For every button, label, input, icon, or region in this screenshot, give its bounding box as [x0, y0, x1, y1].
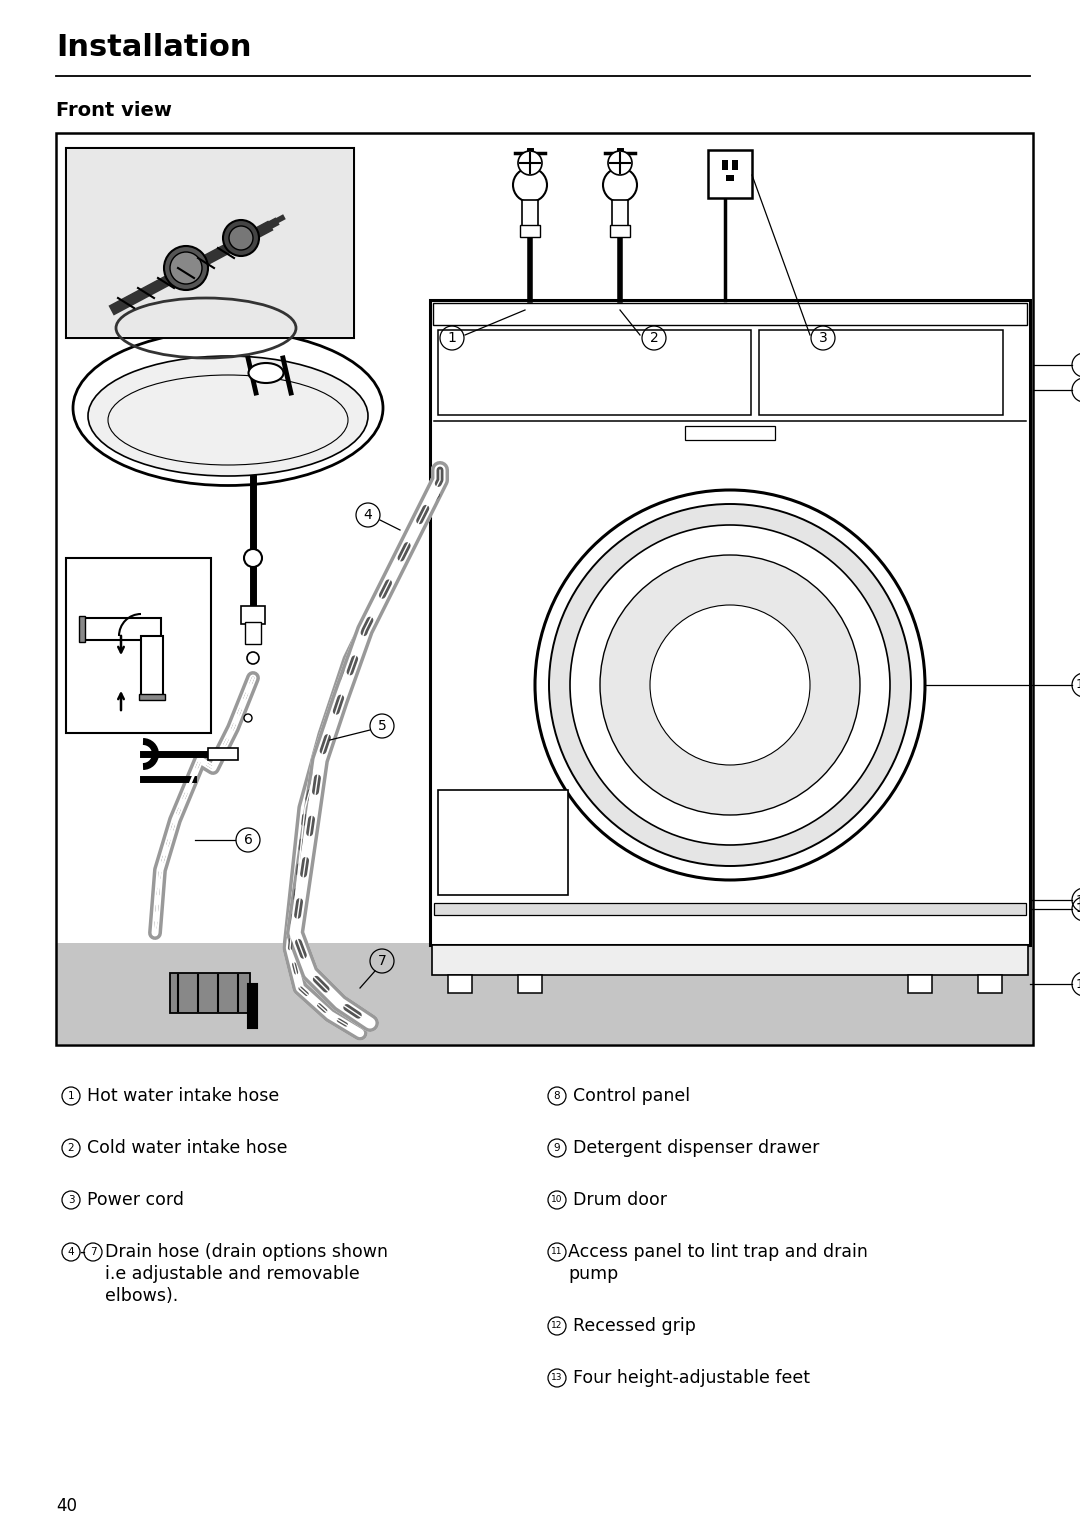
Bar — [522, 200, 538, 229]
Bar — [241, 605, 265, 624]
Bar — [66, 558, 211, 732]
Text: 5: 5 — [378, 719, 387, 732]
Text: 12: 12 — [1076, 902, 1080, 916]
Bar — [438, 790, 568, 894]
Circle shape — [244, 549, 262, 567]
Text: 3: 3 — [68, 1196, 75, 1205]
Text: 7: 7 — [378, 954, 387, 968]
Bar — [612, 200, 627, 229]
Circle shape — [229, 226, 253, 251]
Bar — [434, 904, 1026, 914]
Text: 2: 2 — [68, 1144, 75, 1153]
Circle shape — [608, 151, 632, 174]
Text: 40: 40 — [56, 1497, 77, 1515]
Circle shape — [513, 168, 546, 202]
Circle shape — [570, 524, 890, 846]
Text: Front view: Front view — [56, 101, 172, 119]
Circle shape — [549, 505, 912, 865]
Text: Hot water intake hose: Hot water intake hose — [87, 1087, 280, 1105]
Circle shape — [650, 605, 810, 764]
Circle shape — [535, 489, 924, 881]
Bar — [432, 945, 1028, 976]
Text: Installation: Installation — [56, 34, 252, 63]
Text: 11: 11 — [551, 1248, 563, 1257]
Ellipse shape — [73, 330, 383, 486]
Bar — [141, 636, 163, 696]
Bar — [519, 225, 540, 237]
Text: 4: 4 — [68, 1248, 75, 1257]
Bar — [430, 300, 1030, 945]
Circle shape — [518, 151, 542, 174]
Text: Access panel to lint trap and drain: Access panel to lint trap and drain — [568, 1243, 868, 1261]
Text: 6: 6 — [244, 833, 253, 847]
Text: -: - — [79, 1243, 85, 1261]
Text: Power cord: Power cord — [87, 1191, 184, 1209]
Text: 11: 11 — [1076, 893, 1080, 907]
Circle shape — [170, 252, 202, 284]
Text: Four height-adjustable feet: Four height-adjustable feet — [573, 1368, 810, 1387]
Bar — [723, 161, 728, 170]
Bar — [732, 161, 738, 170]
Circle shape — [164, 246, 208, 291]
Bar — [978, 976, 1002, 992]
Bar — [438, 330, 752, 414]
Bar — [208, 748, 238, 760]
Circle shape — [244, 714, 252, 722]
Bar — [610, 225, 630, 237]
Bar — [56, 133, 1032, 1044]
Text: 13: 13 — [1076, 977, 1080, 991]
Text: 9: 9 — [554, 1144, 561, 1153]
Circle shape — [222, 220, 259, 255]
Text: Detergent dispenser drawer: Detergent dispenser drawer — [573, 1139, 820, 1157]
Bar — [708, 150, 752, 197]
Text: Drain hose (drain options shown: Drain hose (drain options shown — [105, 1243, 388, 1261]
Text: Recessed grip: Recessed grip — [573, 1316, 696, 1335]
Text: 12: 12 — [551, 1321, 563, 1330]
Bar — [448, 976, 472, 992]
Bar — [57, 943, 1032, 1044]
Bar — [67, 148, 353, 336]
Text: 1: 1 — [68, 1092, 75, 1101]
Bar — [79, 616, 85, 642]
Text: 2: 2 — [650, 330, 659, 346]
Ellipse shape — [248, 362, 283, 382]
Bar — [518, 976, 542, 992]
Circle shape — [247, 651, 259, 664]
Text: Control panel: Control panel — [573, 1087, 690, 1105]
Bar — [759, 330, 1003, 414]
Bar — [66, 148, 354, 338]
Bar — [81, 618, 161, 641]
Text: 8: 8 — [554, 1092, 561, 1101]
Bar — [726, 174, 734, 180]
Text: pump: pump — [568, 1264, 618, 1283]
Text: 13: 13 — [551, 1373, 563, 1382]
Text: 10: 10 — [551, 1196, 563, 1205]
Bar — [908, 976, 932, 992]
Text: 10: 10 — [1076, 679, 1080, 691]
Ellipse shape — [87, 356, 368, 476]
Bar — [139, 694, 165, 700]
Text: elbows).: elbows). — [105, 1287, 178, 1304]
Text: 4: 4 — [364, 508, 373, 521]
Text: Cold water intake hose: Cold water intake hose — [87, 1139, 287, 1157]
Circle shape — [603, 168, 637, 202]
Bar — [245, 622, 261, 644]
Text: Drum door: Drum door — [573, 1191, 667, 1209]
Text: i.e adjustable and removable: i.e adjustable and removable — [105, 1264, 360, 1283]
Text: 1: 1 — [447, 330, 457, 346]
Bar — [170, 972, 249, 1014]
Text: 3: 3 — [819, 330, 827, 346]
Circle shape — [600, 555, 860, 815]
Bar — [685, 427, 775, 440]
Text: 7: 7 — [90, 1248, 96, 1257]
Bar — [433, 303, 1027, 326]
